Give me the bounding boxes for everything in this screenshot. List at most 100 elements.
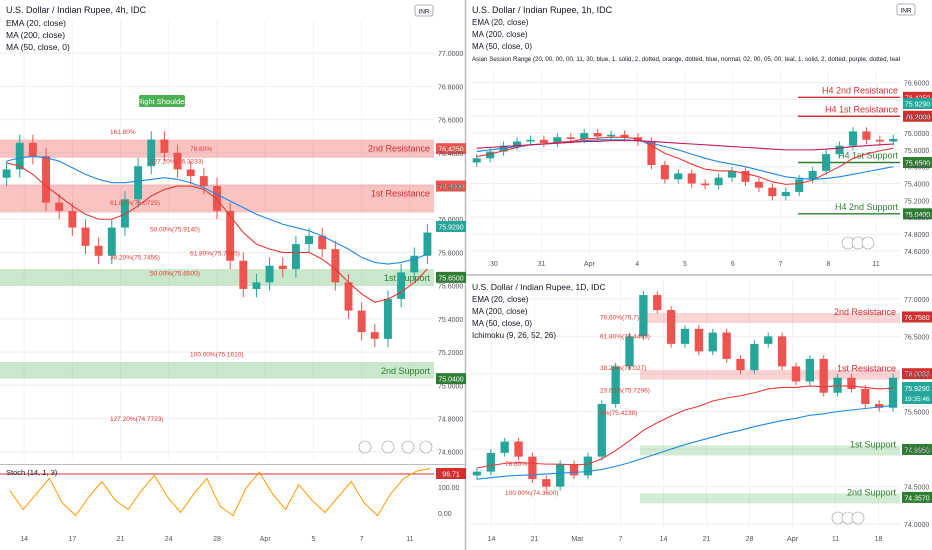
candle-body (714, 177, 723, 186)
zone-band (640, 312, 900, 323)
fib-label: 23.60%(75.7296) (600, 387, 650, 394)
candle-body (819, 358, 828, 393)
x-tick-label: 7 (619, 536, 623, 543)
y-tick-label: 75.6000 (904, 165, 929, 172)
fib-label: 61.80%(76.0725) (110, 200, 160, 207)
x-tick-label: 5 (311, 536, 315, 543)
x-tick-label: 28 (746, 536, 754, 543)
x-tick-label: 8 (826, 261, 830, 268)
left-series (2, 131, 432, 348)
y-tick-label: 75.5000 (904, 410, 929, 417)
candle-body (486, 151, 495, 159)
y-tick-label: 76.5000 (904, 334, 929, 341)
y-tick-label: 76.2000 (904, 114, 929, 121)
candle-body (674, 173, 683, 180)
x-tick-label: 14 (20, 536, 28, 543)
candle-body (687, 173, 696, 184)
left-currency-badge-box (414, 4, 434, 17)
y-tick-label: 76.6000 (904, 81, 929, 88)
candle-body (660, 165, 669, 180)
left-fib-labels: 161.80% 127.20%(76.3233) 78.60% 61.80%(76.0… (110, 129, 244, 423)
candle-body (781, 191, 790, 197)
level-price-box (903, 110, 932, 122)
candle-body (754, 181, 763, 188)
zone-price-box (436, 373, 466, 385)
candle-body (134, 166, 143, 200)
candle-body (848, 131, 857, 146)
tr-last-price-box (903, 98, 932, 109)
candle-body (384, 298, 392, 339)
candle-body (486, 452, 495, 472)
candle-body (750, 343, 759, 371)
candle-body (318, 235, 327, 250)
candle-body (833, 377, 842, 393)
tr-indicator-2: MA (200, close) (472, 30, 528, 39)
candle-body (620, 134, 629, 138)
x-tick-label: 21 (703, 536, 711, 543)
x-tick-label: Mar (571, 536, 584, 543)
zone-band (640, 493, 900, 504)
candle-body (653, 295, 662, 311)
zone-label: 1st Support (384, 273, 431, 283)
level-price-box (903, 91, 932, 103)
x-tick-label: 18 (875, 536, 883, 543)
fib-label: 38.20%(75.7456) (110, 254, 160, 261)
fib-label: 78.60%(76.7) (600, 314, 639, 321)
y-tick-label: 76.0000 (904, 372, 929, 379)
br-series (472, 291, 898, 491)
br-chart-title: U.S. Dollar / Indian Rupee, 1D, IDC (472, 282, 606, 292)
y-tick-label: 76.0000 (438, 217, 463, 224)
br-last-price: 75.9290 (904, 386, 929, 393)
stoch-label: Stoch (14, 1, 3) (6, 468, 58, 477)
tr-axis-ticks: 76.600076.400076.200076.000075.800075.60… (490, 81, 929, 268)
y-tick-label: 76.8000 (438, 84, 463, 91)
candle-body (722, 332, 731, 359)
candle-body (639, 295, 648, 337)
br-event-flags (831, 511, 865, 525)
br-indicator-4: Ichimoku (9, 26, 52, 26) (472, 331, 556, 340)
left-last-price: 75.9290 (438, 225, 463, 232)
tr-currency-badge: INR (900, 8, 912, 15)
y-tick-label: 75.8000 (438, 250, 463, 257)
x-tick-label: 21 (531, 536, 539, 543)
candle-body (28, 142, 37, 157)
candle-body (556, 464, 565, 487)
candle-body (186, 169, 195, 177)
candle-body (542, 479, 551, 487)
zone-label: 2nd Support (847, 487, 897, 497)
y-tick-label: 75.0000 (904, 447, 929, 454)
level-price-label: 76.2000 (905, 114, 930, 121)
zone-price-label: 76.0033 (904, 372, 929, 379)
y-tick-label: 74.6000 (438, 450, 463, 457)
y-tick-label: 75.0000 (904, 215, 929, 222)
y-tick-label: 76.0000 (904, 131, 929, 138)
fib-label: 50.00%(75.6500) (150, 270, 200, 277)
candle-body (768, 187, 777, 197)
x-tick-label: Apr (584, 261, 596, 268)
x-tick-label: 4 (635, 261, 639, 268)
candle-body (795, 179, 804, 192)
candle-body (569, 464, 579, 476)
candle-body (528, 456, 537, 480)
candle-body (120, 199, 129, 228)
level-price-label: 75.6500 (905, 161, 930, 168)
candle-body (593, 133, 602, 137)
candle-body (472, 158, 481, 163)
candle-body (847, 377, 856, 389)
zone-label: 1st Resistance (837, 364, 896, 374)
fib-label: 50.00%(75.9140) (150, 227, 200, 234)
y-tick-label: 74.5000 (904, 485, 929, 492)
fib-label: 78.60% (190, 146, 212, 153)
y-tick-label: 75.4000 (438, 317, 463, 324)
x-tick-label: 31 (538, 261, 546, 268)
candle-body (736, 358, 745, 371)
candle-body (147, 139, 156, 167)
candle-body (514, 441, 523, 457)
y-tick-label: 75.2000 (904, 198, 929, 205)
fib-label: 100.00%(74.3600) (505, 490, 559, 497)
zone-price-box (902, 368, 932, 380)
zone-label: 1st Support (850, 439, 897, 449)
stoch-tick-label: 100.00 (438, 485, 460, 492)
x-tick-label: 11 (406, 536, 413, 543)
candle-body (213, 186, 221, 211)
